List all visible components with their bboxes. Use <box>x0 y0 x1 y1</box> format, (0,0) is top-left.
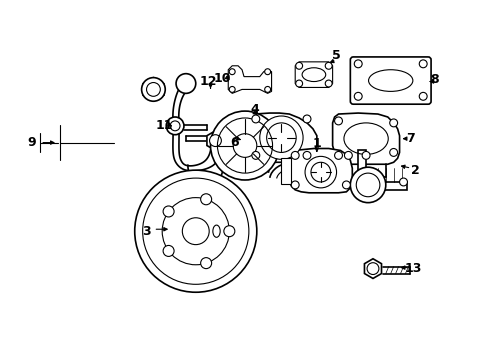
Polygon shape <box>364 259 381 278</box>
Polygon shape <box>358 150 407 190</box>
Polygon shape <box>289 148 351 193</box>
Circle shape <box>295 62 302 69</box>
Circle shape <box>229 69 235 75</box>
Text: 12: 12 <box>200 75 217 88</box>
Circle shape <box>170 121 180 131</box>
Circle shape <box>353 60 362 68</box>
Circle shape <box>259 116 303 159</box>
Polygon shape <box>206 131 224 150</box>
Circle shape <box>295 80 302 87</box>
Circle shape <box>399 178 407 186</box>
Circle shape <box>166 117 183 135</box>
Circle shape <box>163 206 174 217</box>
Circle shape <box>366 263 378 275</box>
Circle shape <box>291 152 299 159</box>
Circle shape <box>146 82 160 96</box>
Circle shape <box>135 170 256 292</box>
Circle shape <box>334 117 342 125</box>
Text: 2: 2 <box>410 164 419 177</box>
Circle shape <box>251 115 259 123</box>
Circle shape <box>389 119 397 127</box>
Circle shape <box>325 80 331 87</box>
Circle shape <box>418 93 426 100</box>
Text: 5: 5 <box>331 49 340 62</box>
Circle shape <box>200 258 211 269</box>
Circle shape <box>305 156 336 188</box>
Circle shape <box>344 152 351 159</box>
Circle shape <box>303 115 310 123</box>
FancyBboxPatch shape <box>349 57 430 104</box>
Text: 1: 1 <box>312 137 321 150</box>
Circle shape <box>210 111 279 180</box>
Circle shape <box>200 194 211 205</box>
Text: 10: 10 <box>213 72 231 85</box>
Circle shape <box>163 246 174 256</box>
Circle shape <box>342 181 349 189</box>
Text: 11: 11 <box>155 120 173 132</box>
Circle shape <box>334 152 342 159</box>
Circle shape <box>251 152 259 159</box>
Circle shape <box>229 86 235 93</box>
Text: 3: 3 <box>142 225 150 238</box>
Circle shape <box>418 60 426 68</box>
Circle shape <box>142 78 165 101</box>
Circle shape <box>349 167 385 203</box>
Text: 7: 7 <box>405 132 414 145</box>
Text: 6: 6 <box>229 136 238 149</box>
Circle shape <box>264 86 270 93</box>
Polygon shape <box>295 62 332 87</box>
Text: 4: 4 <box>250 103 259 116</box>
Circle shape <box>389 148 397 156</box>
Circle shape <box>291 181 299 189</box>
Circle shape <box>264 69 270 75</box>
Circle shape <box>362 152 369 159</box>
Circle shape <box>224 226 234 237</box>
Polygon shape <box>247 113 316 162</box>
Circle shape <box>325 62 331 69</box>
Text: 9: 9 <box>27 136 36 149</box>
Circle shape <box>176 74 195 93</box>
Bar <box>281 158 291 184</box>
Circle shape <box>209 135 221 147</box>
Circle shape <box>353 93 362 100</box>
Text: 8: 8 <box>430 73 438 86</box>
Polygon shape <box>332 113 399 164</box>
Polygon shape <box>228 66 271 93</box>
Circle shape <box>303 152 310 159</box>
Text: 13: 13 <box>404 262 421 275</box>
